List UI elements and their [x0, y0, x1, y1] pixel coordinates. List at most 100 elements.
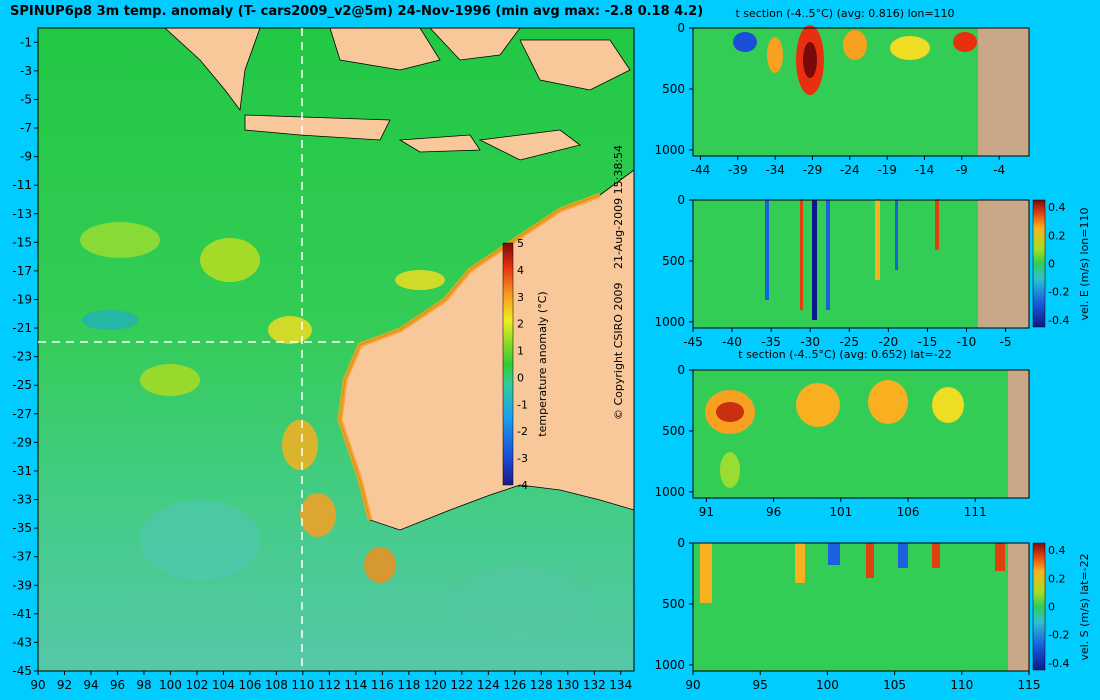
- map-x-tick: 100: [159, 678, 182, 692]
- map-colorbar-tick: 5: [517, 237, 524, 250]
- map-y-tick: -9: [20, 150, 32, 164]
- t-section-lon-y-axis: 0 500 1000: [654, 21, 693, 157]
- map-x-tick: 102: [185, 678, 208, 692]
- section-x-tick: -34: [765, 163, 785, 177]
- map-y-axis: -1 -3 -5 -7 -9 -11 -13 -15 -17 -19 -21 -23 -25 -27 -29…: [12, 35, 38, 678]
- coastal-current: [337, 192, 601, 521]
- map-colorbar-tick: -1: [517, 398, 528, 411]
- vel-colorbar-tick: -0.4: [1048, 314, 1069, 327]
- section-x-tick: 110: [950, 678, 973, 692]
- vel-colorbar-tick: -0.2: [1048, 629, 1069, 642]
- vel-colorbar-tick: 0.2: [1048, 572, 1066, 585]
- section-y-tick: 1000: [654, 143, 685, 157]
- map-x-tick: 126: [503, 678, 526, 692]
- section-x-tick: 90: [685, 678, 700, 692]
- map-y-tick: -25: [12, 378, 32, 392]
- t-section-lat-panel: t section (-4..5°C) (avg: 0.652) lat=-22…: [654, 348, 1030, 519]
- section-y-tick: 500: [662, 82, 685, 96]
- map-colorbar-tick: -3: [517, 452, 528, 465]
- map-x-tick: 108: [265, 678, 288, 692]
- vel-colorbar-tick: 0.4: [1048, 201, 1066, 214]
- section-x-tick: 111: [964, 505, 987, 519]
- map-colorbar-tick: 1: [517, 345, 524, 358]
- section-x-tick: -29: [803, 163, 823, 177]
- section-x-tick: -5: [1000, 335, 1012, 349]
- section-x-tick: -4: [993, 163, 1005, 177]
- vel-colorbar-tick: -0.2: [1048, 286, 1069, 299]
- map-x-tick: 130: [556, 678, 579, 692]
- section-x-tick: 91: [699, 505, 714, 519]
- map-x-tick: 124: [477, 678, 500, 692]
- map-y-tick: -35: [12, 521, 32, 535]
- map-x-tick: 110: [291, 678, 314, 692]
- vel-colorbar-tick: 0.2: [1048, 229, 1066, 242]
- t-section-lon-panel: t section (-4..5°C) (avg: 0.816) lon=110…: [654, 7, 1030, 177]
- map-y-tick: -21: [12, 321, 32, 335]
- section-y-tick: 500: [662, 254, 685, 268]
- map-colorbar-tick: 4: [517, 264, 524, 277]
- vel-e-y-axis: 0 500 1000: [654, 193, 693, 329]
- timestamp: 21-Aug-2009 15:38:54: [612, 144, 625, 270]
- section-y-tick: 0: [677, 363, 685, 377]
- map-colorbar-ticks: 5 4 3 2 1 0 -1 -2 -3 -4: [517, 237, 528, 492]
- vel-colorbar-tick: 0.4: [1048, 544, 1066, 557]
- section-x-tick: -20: [879, 335, 899, 349]
- vel-e-x-axis: -45 -40 -35 -30 -25 -20 -15 -10 -5: [683, 328, 1012, 349]
- section-y-tick: 1000: [654, 315, 685, 329]
- vel-colorbar-tick: 0: [1048, 601, 1055, 614]
- vel-s-panel: 0.4 0.2 0 -0.2 -0.4 vel. S (m/s) lat=-22 90 9…: [654, 536, 1091, 692]
- section-x-tick: -19: [877, 163, 897, 177]
- map-y-tick: -1: [20, 35, 32, 49]
- map-y-tick: -41: [12, 607, 32, 621]
- section-y-tick: 500: [662, 424, 685, 438]
- section-x-tick: -40: [722, 335, 742, 349]
- section-x-tick: 95: [753, 678, 768, 692]
- section-x-tick: -45: [683, 335, 703, 349]
- map-colorbar-tick: -4: [517, 479, 528, 492]
- map-y-tick: -13: [12, 207, 32, 221]
- section-x-tick: 101: [829, 505, 852, 519]
- section-y-tick: 0: [677, 21, 685, 35]
- map-x-tick: 106: [238, 678, 261, 692]
- map-x-tick: 120: [424, 678, 447, 692]
- section-x-tick: -24: [840, 163, 860, 177]
- t-section-lon-title: t section (-4..5°C) (avg: 0.816) lon=110: [735, 7, 954, 20]
- map-x-tick: 96: [110, 678, 125, 692]
- map-y-tick: -43: [12, 635, 32, 649]
- eddy-field: [80, 222, 590, 635]
- map-y-tick: -27: [12, 407, 32, 421]
- vel-s-colorbar-label: vel. S (m/s) lat=-22: [1078, 553, 1091, 660]
- section-x-tick: -10: [957, 335, 977, 349]
- t-section-lat-title: t section (-4..5°C) (avg: 0.652) lat=-22: [738, 348, 951, 361]
- map-x-tick: 134: [609, 678, 632, 692]
- map-x-tick: 90: [30, 678, 45, 692]
- section-y-tick: 0: [677, 193, 685, 207]
- map-y-tick: -5: [20, 92, 32, 106]
- vel-colorbar-tick: -0.4: [1048, 657, 1069, 670]
- map-y-tick: -29: [12, 435, 32, 449]
- map-x-tick: 116: [371, 678, 394, 692]
- map-x-tick: 132: [583, 678, 606, 692]
- section-x-tick: 115: [1018, 678, 1041, 692]
- map-y-tick: -31: [12, 464, 32, 478]
- page-title: SPINUP6p8 3m temp. anomaly (T- cars2009_…: [10, 4, 704, 19]
- credit-line: © Copyright CSIRO 2009 21-Aug-2009 15:38…: [612, 135, 625, 420]
- section-x-tick: 106: [897, 505, 920, 519]
- section-x-tick: -39: [728, 163, 748, 177]
- land-indonesia: [163, 27, 631, 161]
- map-x-tick: 104: [212, 678, 235, 692]
- section-x-tick: -44: [691, 163, 711, 177]
- t-section-lat-x-axis: 91 96 101 106 111: [699, 498, 987, 519]
- map-colorbar-tick: 0: [517, 371, 524, 384]
- map-x-tick: 94: [83, 678, 98, 692]
- section-x-tick: -9: [956, 163, 968, 177]
- map-x-tick: 92: [57, 678, 72, 692]
- map-y-tick: -3: [20, 64, 32, 78]
- t-section-lon-x-axis: -44 -39 -34 -29 -24 -19 -14 -9 -4: [691, 156, 1005, 177]
- map-y-tick: -23: [12, 350, 32, 364]
- section-x-tick: -25: [839, 335, 859, 349]
- map-y-tick: -39: [12, 578, 32, 592]
- map-y-tick: -17: [12, 264, 32, 278]
- copyright: © Copyright CSIRO 2009: [612, 282, 625, 420]
